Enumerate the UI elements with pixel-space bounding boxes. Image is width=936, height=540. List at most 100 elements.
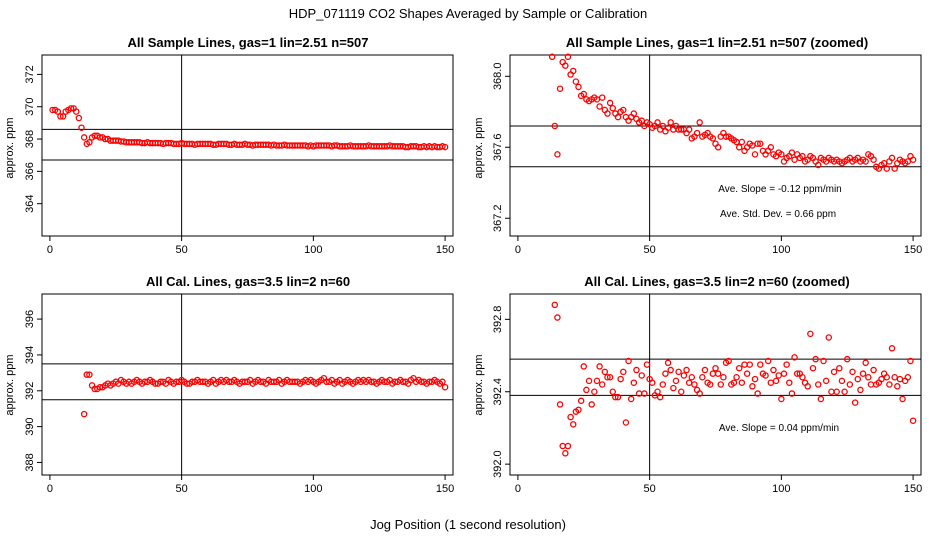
panel-title: All Sample Lines, gas=1 lin=2.51 n=507 (… [566,35,868,50]
data-point [685,126,693,133]
data-point [743,370,751,377]
data-point [754,390,761,397]
x-tick-label: 150 [904,244,922,256]
data-point [596,363,603,370]
data-point [441,383,449,391]
data-point [754,140,761,147]
plot-frame [41,293,454,476]
x-tick-label: 0 [515,244,521,256]
panel-sample-lines-zoomed: All Sample Lines, gas=1 lin=2.51 n=507 (… [473,35,922,256]
data-point [764,357,772,365]
data-point [685,379,693,386]
data-point [83,371,91,378]
data-point [817,395,825,403]
data-point [862,359,869,367]
data-point [559,442,566,450]
data-point [73,108,80,115]
x-tick-label: 150 [904,483,922,495]
data-point [849,368,856,376]
data-point [738,138,746,146]
data-point [843,355,851,363]
x-tick-label: 100 [304,244,322,256]
data-point [804,383,811,390]
data-point [625,357,632,365]
data-point [78,124,85,131]
data-point [606,374,614,381]
data-point [680,372,688,379]
data-point [799,152,806,160]
data-point [643,361,651,368]
data-point [667,366,674,374]
y-tick-label: 370 [24,98,36,116]
y-tick-label: 364 [24,194,36,212]
data-point [556,401,564,408]
data-point [859,370,867,377]
data-point [575,83,582,91]
x-tick-label: 50 [176,483,188,495]
panel-sample-lines: All Sample Lines, gas=1 lin=2.51 n=507 a… [4,35,454,256]
data-point [888,345,896,352]
data-point [862,158,869,165]
data-point [854,375,862,383]
data-point [820,357,827,365]
data-point [701,366,709,374]
data-point [675,368,682,376]
data-point [593,377,601,385]
std-dev-annotation: Ave. Std. Dev. = 0.66 ppm [720,209,836,220]
data-point [757,361,764,368]
data-point [828,388,835,395]
y-tick-label: 367.2 [492,204,504,232]
data-point [706,381,714,388]
data-point [767,144,775,151]
x-axis-label: Jog Position (1 second resolution) [370,517,566,532]
data-point [757,140,764,147]
data-point [691,381,698,388]
y-tick-label: 366 [24,162,36,180]
data-point [883,374,891,381]
data-point [791,156,798,163]
x-tick-label: 150 [436,244,454,256]
data-point [907,357,914,365]
data-point [620,368,627,376]
data-point [59,113,67,120]
data-point [815,381,822,388]
plot-frame [509,293,922,476]
data-point [857,386,864,394]
data-point [741,361,748,368]
data-point [583,386,590,394]
data-point [720,374,727,381]
data-point [572,78,580,85]
data-point [786,379,793,386]
data-point [730,379,738,386]
data-point [699,374,706,381]
data-point [659,381,667,388]
y-tick-label: 392.8 [492,306,504,334]
data-point [67,105,75,112]
data-point [778,151,785,158]
data-point [569,67,577,75]
data-point [606,99,614,107]
data-point [638,372,645,379]
data-point [788,390,796,397]
panel-cal-lines: All Cal. Lines, gas=3.5 lin=2 n=60 appro… [4,274,454,495]
data-point [601,368,609,376]
data-point [772,377,780,385]
data-point [904,374,912,381]
data-point [822,377,830,385]
data-point [688,374,696,381]
data-point [596,103,603,110]
data-point [604,110,611,117]
data-point [725,357,732,365]
plot-frame [41,54,454,237]
data-point [86,139,93,146]
x-tick-label: 100 [772,244,790,256]
data-point [712,364,719,372]
data-point [867,381,875,388]
data-point [909,417,917,424]
data-point [870,156,877,163]
y-axis-label: approx. ppm [4,354,16,415]
data-point [815,161,822,169]
data-point [870,366,877,374]
data-point [622,419,630,426]
data-point [667,119,674,126]
